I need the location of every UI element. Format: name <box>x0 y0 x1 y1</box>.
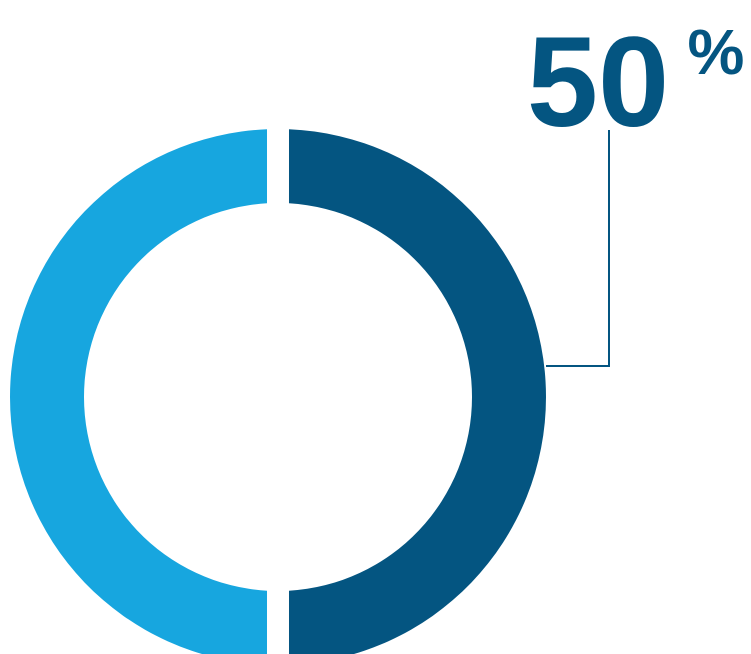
annotation-unit: % <box>688 16 745 88</box>
annotation-value: 50 <box>527 11 669 154</box>
annotation-leader-line <box>546 130 610 367</box>
slices-group <box>10 129 546 654</box>
donut-slice-1 <box>288 129 546 654</box>
donut-slice-2 <box>10 129 268 654</box>
